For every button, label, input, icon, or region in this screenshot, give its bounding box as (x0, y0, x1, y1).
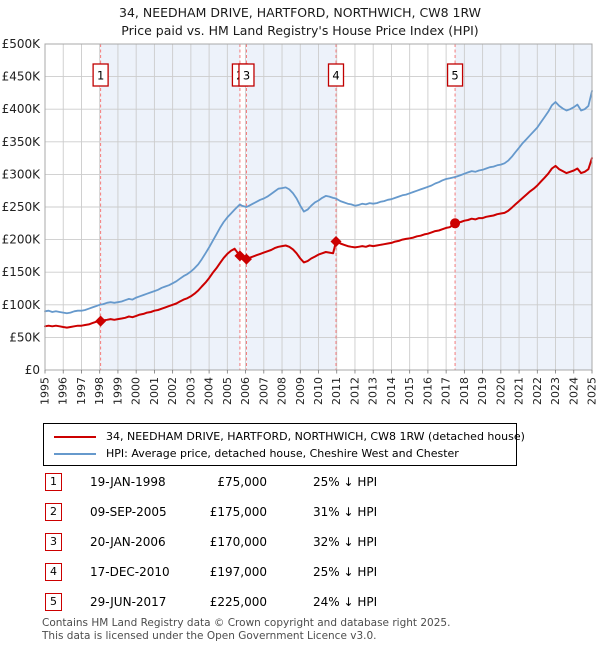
sale-price: £75,000 (217, 475, 267, 489)
hpi-line (44, 90, 593, 315)
y-axis-label: £500K (2, 37, 42, 51)
x-axis-label: 2025 (586, 377, 599, 405)
sale-price: £197,000 (209, 565, 267, 579)
legend: 34, NEEDHAM DRIVE, HARTFORD, NORTHWICH, … (43, 423, 525, 466)
x-axis-label: 1996 (57, 377, 70, 405)
sale-flag-label-3: 3 (243, 69, 250, 83)
sale-row: 4 17-DEC-2010 £197,000 25% ↓ HPI (45, 563, 585, 583)
sale-hpi-diff: 31% ↓ HPI (313, 505, 378, 519)
price_paid-line (44, 157, 593, 329)
x-axis-label: 2020 (494, 377, 507, 405)
legend-item: HPI: Average price, detached house, Ches… (50, 445, 510, 462)
sale-marker-1 (95, 315, 107, 327)
x-axis-label: 2001 (148, 377, 161, 405)
page-subtitle: Price paid vs. HM Land Registry's House … (121, 23, 479, 38)
sale-row: 1 19-JAN-1998 £75,000 25% ↓ HPI (45, 473, 585, 493)
price-history-chart: 12345£0£50K£100K£150K£200K£250K£300K£350… (2, 37, 599, 405)
sale-hpi-diff: 25% ↓ HPI (313, 475, 378, 489)
y-axis-label: £100K (2, 298, 42, 312)
sale-marker-5 (450, 218, 461, 229)
x-axis-label: 2017 (440, 377, 453, 405)
sale-number-badge: 2 (45, 503, 62, 521)
sale-flag-1 (92, 63, 109, 87)
sale-row: 2 09-SEP-2005 £175,000 31% ↓ HPI (45, 503, 585, 523)
x-axis-label: 2000 (130, 377, 143, 405)
sale-price: £175,000 (209, 505, 267, 519)
sale-flag-4 (327, 63, 345, 87)
y-axis-label: £300K (2, 167, 42, 181)
x-axis-label: 2009 (294, 377, 307, 405)
legend-line-swatch (54, 452, 96, 455)
sale-marker-4 (330, 236, 342, 248)
sale-date: 17-DEC-2010 (90, 565, 170, 579)
x-axis-label: 2012 (348, 377, 361, 405)
sale-number-badge: 1 (45, 473, 62, 491)
sale-date: 19-JAN-1998 (90, 475, 166, 489)
x-axis-label: 2005 (221, 377, 234, 405)
x-axis-label: 2010 (312, 377, 325, 405)
x-axis-label: 2015 (403, 377, 416, 405)
sale-date: 29-JUN-2017 (90, 595, 167, 609)
sale-row: 3 20-JAN-2006 £170,000 32% ↓ HPI (45, 533, 585, 553)
x-axis-label: 2024 (567, 377, 580, 405)
sale-flag-label-5: 5 (451, 69, 458, 83)
x-axis-label: 2011 (330, 377, 343, 405)
footer-line-1: Contains HM Land Registry data © Crown c… (42, 617, 451, 629)
legend-line-swatch (54, 435, 96, 438)
x-axis-label: 2007 (257, 377, 270, 405)
sale-flag-3 (238, 63, 255, 87)
x-axis-label: 2003 (184, 377, 197, 405)
y-axis-label: £50K (9, 330, 41, 344)
y-axis-label: £250K (2, 200, 42, 214)
footer: Contains HM Land Registry data © Crown c… (42, 617, 450, 643)
x-axis-label: 1998 (93, 377, 106, 405)
x-axis-label: 2022 (531, 377, 544, 405)
y-axis-label: £350K (2, 135, 42, 149)
x-axis-label: 2013 (367, 377, 380, 405)
legend-label: 34, NEEDHAM DRIVE, HARTFORD, NORTHWICH, … (106, 430, 525, 443)
sale-marker-3 (240, 253, 252, 265)
x-axis-label: 2023 (549, 377, 562, 405)
y-axis-label: £400K (2, 102, 42, 116)
y-axis-label: £450K (2, 70, 42, 84)
x-axis-label: 2008 (276, 377, 289, 405)
y-axis-label: £200K (2, 233, 42, 247)
sale-flag-label-4: 4 (332, 69, 339, 83)
legend-item: 34, NEEDHAM DRIVE, HARTFORD, NORTHWICH, … (50, 428, 525, 445)
x-axis-label: 2019 (476, 377, 489, 405)
x-axis-label: 2016 (421, 377, 434, 405)
footer-line-2: This data is licensed under the Open Gov… (42, 630, 377, 642)
sale-price: £225,000 (209, 595, 267, 609)
x-axis-label: 2018 (458, 377, 471, 405)
y-axis-label: £150K (2, 265, 42, 279)
sale-number-badge: 3 (45, 533, 62, 551)
sales-table: 1 19-JAN-1998 £75,000 25% ↓ HPI 2 09-SEP-2005… (45, 473, 585, 613)
sale-flag-label-1: 1 (97, 69, 104, 83)
sale-flag-5 (446, 63, 464, 87)
sale-hpi-diff: 24% ↓ HPI (313, 595, 378, 609)
sale-hpi-diff: 32% ↓ HPI (313, 535, 378, 549)
x-axis-label: 2004 (203, 377, 216, 405)
sale-date: 09-SEP-2005 (90, 505, 167, 519)
page-title: 34, NEEDHAM DRIVE, HARTFORD, NORTHWICH, … (119, 5, 481, 20)
x-axis-label: 1995 (39, 377, 52, 405)
legend-label: HPI: Average price, detached house, Ches… (106, 447, 459, 460)
sale-number-badge: 4 (45, 563, 62, 581)
sale-price: £170,000 (209, 535, 267, 549)
x-axis-label: 2006 (239, 377, 252, 405)
sale-hpi-diff: 25% ↓ HPI (313, 565, 378, 579)
sale-row: 5 29-JUN-2017 £225,000 24% ↓ HPI (45, 593, 585, 613)
x-axis-label: 2002 (166, 377, 179, 405)
x-axis-label: 2021 (513, 377, 526, 405)
x-axis-label: 1999 (111, 377, 124, 405)
x-axis-label: 2014 (385, 377, 398, 405)
sale-date: 20-JAN-2006 (90, 535, 166, 549)
sale-number-badge: 5 (45, 593, 62, 611)
y-axis-label: £0 (25, 363, 40, 377)
x-axis-label: 1997 (75, 377, 88, 405)
